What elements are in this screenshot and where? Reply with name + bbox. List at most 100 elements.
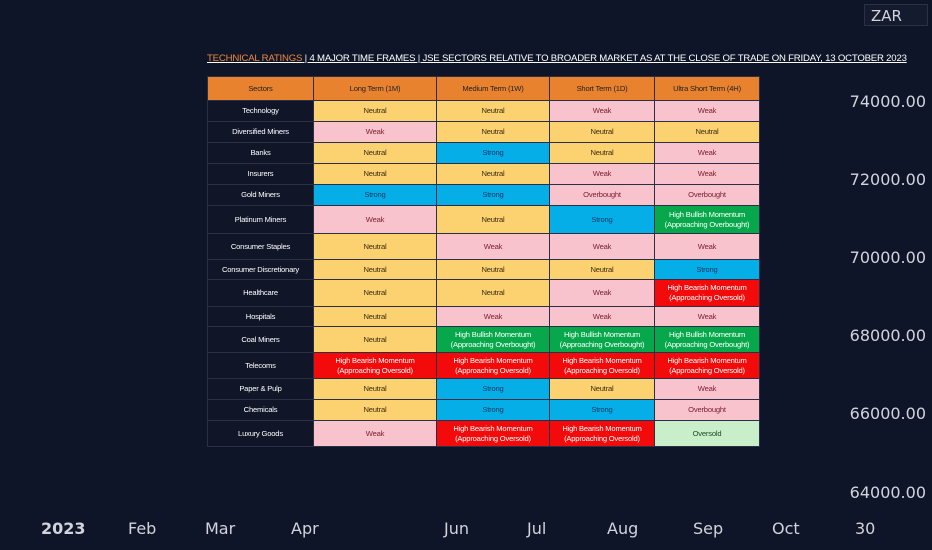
time-label: Feb	[128, 519, 157, 538]
rating-cell: Neutral	[436, 121, 550, 143]
sector-cell: Consumer Staples	[207, 233, 314, 260]
table-row: Diversified Miners Weak Neutral Neutral Neut…	[207, 121, 760, 143]
price-label: 74000.00	[849, 92, 926, 111]
sector-cell: Banks	[207, 142, 314, 164]
column-header: Short Term (1D)	[549, 76, 655, 101]
rating-cell: Strong	[313, 184, 437, 206]
time-label: Jun	[444, 519, 469, 538]
ratings-title: TECHNICAL RATINGS | 4 MAJOR TIME FRAMES …	[207, 53, 907, 64]
rating-cell: Neutral	[654, 121, 760, 143]
sector-cell: Diversified Miners	[207, 121, 314, 143]
rating-cell: Neutral	[313, 326, 437, 353]
title-rest: | 4 MAJOR TIME FRAMES | JSE SECTORS RELA…	[302, 53, 907, 64]
column-header: Ultra Short Term (4H)	[654, 76, 760, 101]
rating-cell: Neutral	[436, 100, 550, 122]
sector-cell: Coal Miners	[207, 326, 314, 353]
sector-cell: Luxury Goods	[207, 420, 314, 447]
rating-cell: Strong	[436, 378, 550, 400]
table-body: Technology Neutral Neutral Weak Weak Diversif…	[207, 100, 760, 447]
price-label: 70000.00	[849, 248, 926, 267]
rating-cell: High Bearish Momentum (Approaching Overs…	[549, 420, 655, 447]
rating-cell: Weak	[549, 100, 655, 122]
rating-cell: Neutral	[313, 100, 437, 122]
rating-cell: Neutral	[436, 279, 550, 307]
table-row: Insurers Neutral Neutral Weak Weak	[207, 163, 760, 185]
rating-cell: High Bearish Momentum (Approaching Overs…	[436, 352, 550, 379]
rating-cell: High Bearish Momentum (Approaching Overs…	[313, 352, 437, 379]
rating-cell: Neutral	[436, 163, 550, 185]
rating-cell: High Bearish Momentum (Approaching Overs…	[654, 279, 760, 307]
table-row: Gold Miners Strong Strong Overbought Overbou…	[207, 184, 760, 206]
rating-cell: Neutral	[436, 259, 550, 280]
rating-cell: Weak	[436, 233, 550, 260]
table-row: Technology Neutral Neutral Weak Weak	[207, 100, 760, 122]
time-label: Mar	[205, 519, 236, 538]
rating-cell: Neutral	[313, 259, 437, 280]
rating-cell: Strong	[549, 205, 655, 234]
rating-cell: High Bullish Momentum (Approaching Overb…	[654, 326, 760, 353]
price-label: 68000.00	[849, 326, 926, 345]
rating-cell: Weak	[549, 279, 655, 307]
rating-cell: Weak	[436, 306, 550, 327]
time-label: Aug	[607, 519, 639, 538]
table-row: Banks Neutral Strong Neutral Weak	[207, 142, 760, 164]
rating-cell: Weak	[549, 163, 655, 185]
rating-cell: Strong	[549, 399, 655, 421]
price-label: 64000.00	[849, 483, 926, 502]
rating-cell: Weak	[549, 306, 655, 327]
rating-cell: Neutral	[313, 306, 437, 327]
table-row: Consumer Discretionary Neutral Neutral Neut…	[207, 259, 760, 280]
sector-cell: Telecoms	[207, 352, 314, 379]
price-label: 66000.00	[849, 404, 926, 423]
rating-cell: Neutral	[313, 378, 437, 400]
table-row: Coal Miners Neutral High Bullish Momentum …	[207, 326, 760, 353]
sector-cell: Technology	[207, 100, 314, 122]
sector-cell: Chemicals	[207, 399, 314, 421]
rating-cell: Neutral	[549, 378, 655, 400]
sector-cell: Hospitals	[207, 306, 314, 327]
rating-cell: High Bullish Momentum (Approaching Overb…	[436, 326, 550, 353]
title-highlight: TECHNICAL RATINGS	[207, 53, 303, 64]
rating-cell: Oversold	[654, 420, 760, 447]
rating-cell: Neutral	[549, 142, 655, 164]
rating-cell: Neutral	[313, 142, 437, 164]
time-label: Sep	[693, 519, 724, 538]
rating-cell: Neutral	[313, 399, 437, 421]
rating-cell: High Bullish Momentum (Approaching Overb…	[549, 326, 655, 353]
column-header: Sectors	[207, 76, 314, 101]
column-header: Long Term (1M)	[313, 76, 437, 101]
rating-cell: Weak	[654, 233, 760, 260]
rating-cell: Weak	[313, 420, 437, 447]
rating-cell: Strong	[436, 142, 550, 164]
price-label: 72000.00	[849, 170, 926, 189]
table-row: Luxury Goods Weak High Bearish Momentum (A…	[207, 420, 760, 447]
table-row: Platinum Miners Weak Neutral Strong High Bul…	[207, 205, 760, 234]
rating-cell: Weak	[549, 233, 655, 260]
currency-selector[interactable]: ZAR	[864, 4, 928, 26]
time-label: 2023	[41, 519, 86, 538]
sector-cell: Consumer Discretionary	[207, 259, 314, 280]
rating-cell: Neutral	[313, 233, 437, 260]
time-label: Jul	[527, 519, 547, 538]
rating-cell: Overbought	[654, 184, 760, 206]
rating-cell: Strong	[654, 259, 760, 280]
table-row: Telecoms High Bearish Momentum (Approachi…	[207, 352, 760, 379]
time-label: 30	[855, 519, 876, 538]
rating-cell: Weak	[313, 121, 437, 143]
rating-cell: Neutral	[549, 121, 655, 143]
ratings-table: Sectors Long Term (1M) Medium Term (1W) …	[207, 76, 760, 447]
time-label: Oct	[772, 519, 800, 538]
column-header: Medium Term (1W)	[436, 76, 550, 101]
sector-cell: Gold Miners	[207, 184, 314, 206]
rating-cell: High Bullish Momentum (Approaching Overb…	[654, 205, 760, 234]
sector-cell: Insurers	[207, 163, 314, 185]
sector-cell: Platinum Miners	[207, 205, 314, 234]
rating-cell: Weak	[654, 100, 760, 122]
rating-cell: Neutral	[313, 163, 437, 185]
rating-cell: Weak	[654, 306, 760, 327]
rating-cell: High Bearish Momentum (Approaching Overs…	[549, 352, 655, 379]
table-row: Healthcare Neutral Neutral Weak High Bearish…	[207, 279, 760, 307]
rating-cell: High Bearish Momentum (Approaching Overs…	[436, 420, 550, 447]
table-row: Chemicals Neutral Strong Strong Overbought	[207, 399, 760, 421]
rating-cell: Weak	[313, 205, 437, 234]
